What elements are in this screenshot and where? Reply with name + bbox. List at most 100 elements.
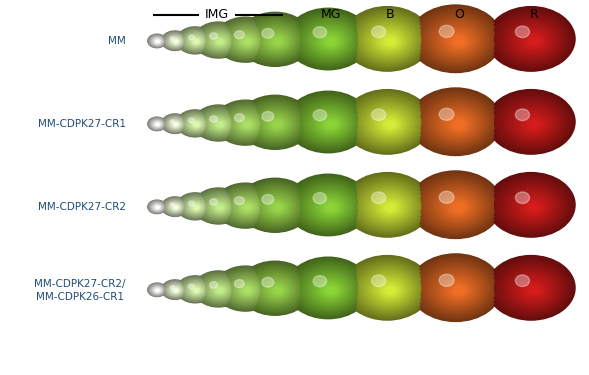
Ellipse shape xyxy=(206,280,233,299)
Ellipse shape xyxy=(298,183,360,228)
Ellipse shape xyxy=(303,104,356,142)
Ellipse shape xyxy=(207,32,231,50)
Ellipse shape xyxy=(188,118,204,130)
Ellipse shape xyxy=(153,204,162,211)
Ellipse shape xyxy=(489,257,573,318)
Text: B: B xyxy=(386,9,395,21)
Circle shape xyxy=(372,275,386,286)
Ellipse shape xyxy=(451,201,466,213)
Ellipse shape xyxy=(225,108,267,139)
Ellipse shape xyxy=(189,36,203,46)
Circle shape xyxy=(313,110,326,121)
Ellipse shape xyxy=(193,122,200,127)
Ellipse shape xyxy=(234,31,260,51)
Ellipse shape xyxy=(435,24,480,57)
Ellipse shape xyxy=(418,11,495,68)
Ellipse shape xyxy=(348,259,427,317)
Ellipse shape xyxy=(293,13,364,65)
Ellipse shape xyxy=(202,194,236,219)
Ellipse shape xyxy=(171,38,180,45)
Ellipse shape xyxy=(303,20,356,60)
Ellipse shape xyxy=(451,284,466,296)
Ellipse shape xyxy=(148,201,166,213)
Ellipse shape xyxy=(291,178,366,233)
Ellipse shape xyxy=(271,286,284,295)
Ellipse shape xyxy=(227,109,266,138)
Ellipse shape xyxy=(207,115,231,132)
Ellipse shape xyxy=(428,184,487,227)
Ellipse shape xyxy=(169,285,182,295)
Ellipse shape xyxy=(253,106,300,140)
Ellipse shape xyxy=(263,279,291,300)
Ellipse shape xyxy=(178,111,213,136)
Text: IMG: IMG xyxy=(205,9,229,21)
Ellipse shape xyxy=(497,180,567,231)
Ellipse shape xyxy=(190,120,202,129)
Ellipse shape xyxy=(418,260,495,316)
Ellipse shape xyxy=(232,196,262,217)
Ellipse shape xyxy=(197,107,241,140)
Ellipse shape xyxy=(155,289,160,292)
Ellipse shape xyxy=(269,201,286,213)
Ellipse shape xyxy=(153,286,162,294)
Ellipse shape xyxy=(223,106,269,140)
Circle shape xyxy=(313,276,326,287)
Ellipse shape xyxy=(240,97,310,148)
Ellipse shape xyxy=(454,38,464,45)
Ellipse shape xyxy=(182,114,209,134)
Ellipse shape xyxy=(527,119,542,130)
Ellipse shape xyxy=(213,285,227,295)
Ellipse shape xyxy=(365,272,412,306)
Ellipse shape xyxy=(428,18,487,62)
Ellipse shape xyxy=(181,113,210,134)
Ellipse shape xyxy=(227,275,266,304)
Ellipse shape xyxy=(163,114,188,133)
Ellipse shape xyxy=(512,25,554,56)
Ellipse shape xyxy=(443,196,473,218)
Ellipse shape xyxy=(242,38,253,45)
Ellipse shape xyxy=(343,7,431,71)
Ellipse shape xyxy=(242,264,309,313)
Ellipse shape xyxy=(232,113,262,135)
Ellipse shape xyxy=(380,117,400,131)
Ellipse shape xyxy=(257,26,296,55)
Ellipse shape xyxy=(326,121,336,128)
Ellipse shape xyxy=(492,93,571,151)
Ellipse shape xyxy=(446,32,471,50)
Ellipse shape xyxy=(216,121,224,128)
Ellipse shape xyxy=(179,194,212,219)
Ellipse shape xyxy=(214,37,226,45)
Ellipse shape xyxy=(509,106,556,141)
Ellipse shape xyxy=(385,38,396,45)
Ellipse shape xyxy=(428,101,487,144)
Ellipse shape xyxy=(317,197,344,217)
Circle shape xyxy=(262,278,274,287)
Ellipse shape xyxy=(358,183,419,228)
Ellipse shape xyxy=(363,21,415,59)
Ellipse shape xyxy=(360,185,416,226)
Ellipse shape xyxy=(412,7,499,71)
Ellipse shape xyxy=(489,92,573,153)
Ellipse shape xyxy=(499,16,565,64)
Ellipse shape xyxy=(507,187,558,225)
Ellipse shape xyxy=(305,22,354,58)
Ellipse shape xyxy=(512,108,554,139)
Ellipse shape xyxy=(170,286,181,294)
Ellipse shape xyxy=(415,258,497,318)
Ellipse shape xyxy=(435,273,480,306)
Ellipse shape xyxy=(356,99,421,147)
Ellipse shape xyxy=(322,34,340,48)
Ellipse shape xyxy=(438,275,478,304)
Ellipse shape xyxy=(154,122,160,126)
Ellipse shape xyxy=(211,284,228,296)
Ellipse shape xyxy=(223,189,269,223)
Ellipse shape xyxy=(237,283,257,297)
Ellipse shape xyxy=(273,121,282,128)
Ellipse shape xyxy=(209,116,230,132)
Ellipse shape xyxy=(154,204,161,210)
Ellipse shape xyxy=(148,284,166,296)
Ellipse shape xyxy=(240,36,254,46)
Ellipse shape xyxy=(214,17,276,62)
Text: MM-CDPK27-CR1: MM-CDPK27-CR1 xyxy=(38,120,126,129)
Ellipse shape xyxy=(492,176,571,234)
